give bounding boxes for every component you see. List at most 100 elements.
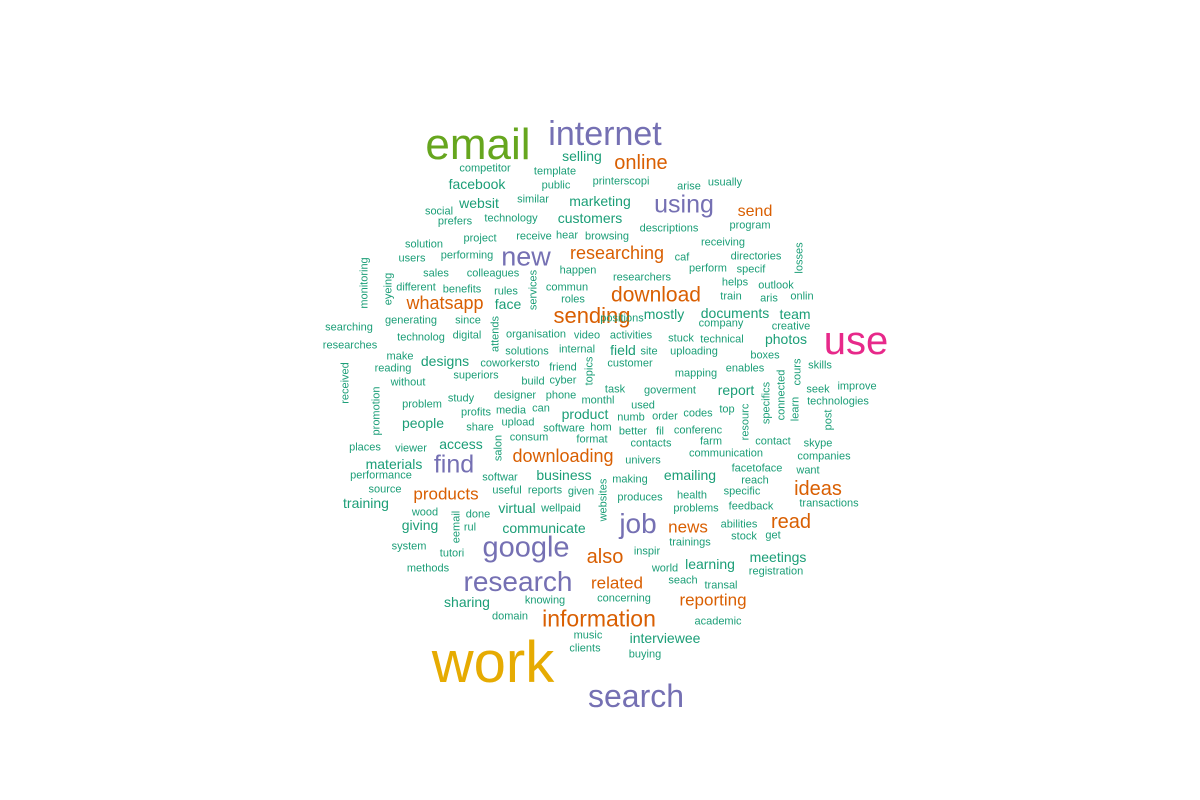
cloud-word-transactions: transactions xyxy=(799,497,859,510)
cloud-word-customers: customers xyxy=(557,210,623,226)
cloud-word-search: search xyxy=(587,678,685,714)
cloud-word-directories: directories xyxy=(730,250,782,263)
cloud-word-business: business xyxy=(536,467,592,483)
cloud-word-places: places xyxy=(349,441,381,454)
cloud-word-technical: technical xyxy=(700,333,744,346)
cloud-word-digital: digital xyxy=(452,329,482,342)
cloud-word-photos: photos xyxy=(764,331,808,347)
cloud-word-academic: academic xyxy=(694,615,742,628)
cloud-word-different: different xyxy=(396,281,436,294)
cloud-word-specifics: specifics xyxy=(760,381,773,425)
cloud-word-template: template xyxy=(533,165,577,178)
cloud-word-trainings: trainings xyxy=(669,536,711,549)
cloud-word-descriptions: descriptions xyxy=(639,222,699,235)
cloud-word-researches: researches xyxy=(322,339,378,352)
cloud-word-coworkersto: coworkersto xyxy=(480,357,540,370)
cloud-word-skills: skills xyxy=(808,359,832,372)
cloud-word-order: order xyxy=(652,410,678,423)
cloud-word-benefits: benefits xyxy=(442,283,482,296)
cloud-word-job: job xyxy=(619,508,657,539)
cloud-word-facetoface: facetoface xyxy=(731,462,783,475)
cloud-word-useful: useful xyxy=(492,484,522,497)
cloud-word-aris: aris xyxy=(760,292,778,305)
cloud-word-numb: numb xyxy=(617,411,645,424)
cloud-word-given: given xyxy=(567,485,595,498)
cloud-word-email: email xyxy=(425,120,531,169)
cloud-word-task: task xyxy=(604,383,626,396)
cloud-word-positions: positions xyxy=(600,312,644,325)
cloud-word-generating: generating xyxy=(385,314,437,327)
cloud-word-face: face xyxy=(494,296,522,312)
cloud-word-creative: creative xyxy=(771,320,811,333)
cloud-word-printerscopi: printerscopi xyxy=(592,175,650,188)
cloud-word-profits: profits xyxy=(461,406,491,419)
cloud-word-companies: companies xyxy=(797,450,851,463)
cloud-word-specific: specific xyxy=(723,485,761,498)
cloud-word-domain: domain xyxy=(491,610,529,623)
cloud-word-since: since xyxy=(455,314,481,327)
cloud-word-software: software xyxy=(543,422,585,435)
cloud-word-friend: friend xyxy=(549,361,577,374)
cloud-word-conferenc: conferenc xyxy=(673,424,723,437)
cloud-word-use: use xyxy=(823,319,889,363)
cloud-word-services: services xyxy=(527,269,540,311)
cloud-word-without: without xyxy=(390,376,426,389)
cloud-word-format: format xyxy=(576,433,608,446)
cloud-word-skype: skype xyxy=(803,437,833,450)
cloud-word-online: online xyxy=(614,152,668,174)
cloud-word-tutori: tutori xyxy=(439,547,465,560)
cloud-word-buying: buying xyxy=(628,648,662,661)
cloud-word-arise: arise xyxy=(677,180,701,193)
cloud-word-product: product xyxy=(561,406,609,422)
cloud-word-documents: documents xyxy=(700,305,770,321)
cloud-word-information: information xyxy=(542,605,656,632)
cloud-word-usually: usually xyxy=(707,176,743,189)
cloud-word-researchers: researchers xyxy=(612,271,672,284)
cloud-word-site: site xyxy=(640,345,658,358)
cloud-word-monitoring: monitoring xyxy=(358,257,371,309)
cloud-word-selling: selling xyxy=(562,148,602,164)
cloud-word-virtual: virtual xyxy=(498,500,536,516)
cloud-word-receiving: receiving xyxy=(700,236,746,249)
cloud-word-transal: transal xyxy=(704,579,738,592)
cloud-word-making: making xyxy=(612,473,648,486)
cloud-word-products: products xyxy=(413,484,479,504)
cloud-word-resourc: resourc xyxy=(739,403,752,441)
cloud-word-outlook: outlook xyxy=(758,279,794,292)
cloud-word-reading: reading xyxy=(374,362,412,375)
cloud-word-field: field xyxy=(610,342,636,358)
cloud-word-access: access xyxy=(439,436,483,452)
cloud-word-viewer: viewer xyxy=(395,442,427,455)
cloud-word-websites: websites xyxy=(597,478,610,522)
cloud-word-using: using xyxy=(654,190,714,219)
cloud-word-health: health xyxy=(677,489,707,502)
cloud-word-top: top xyxy=(719,403,735,416)
cloud-word-reports: reports xyxy=(527,484,563,497)
cloud-word-colleagues: colleagues xyxy=(466,267,520,280)
cloud-word-eyeing: eyeing xyxy=(382,272,395,306)
cloud-word-abilities: abilities xyxy=(720,518,758,531)
cloud-word-downloading: downloading xyxy=(512,446,614,466)
cloud-word-communicate: communicate xyxy=(502,520,586,536)
cloud-word-training: training xyxy=(343,495,389,511)
cloud-word-inspir: inspir xyxy=(633,545,661,558)
cloud-word-solutions: solutions xyxy=(505,345,549,358)
cloud-word-softwar: softwar xyxy=(482,471,518,484)
cloud-word-google: google xyxy=(482,531,570,564)
cloud-word-used: used xyxy=(631,399,655,412)
cloud-word-caf: caf xyxy=(674,251,690,264)
cloud-word-media: media xyxy=(496,404,526,417)
cloud-word-consum: consum xyxy=(509,431,549,444)
cloud-word-report: report xyxy=(717,382,755,398)
cloud-word-designer: designer xyxy=(493,389,537,402)
cloud-word-produces: produces xyxy=(617,491,663,504)
cloud-word-facebook: facebook xyxy=(448,176,506,192)
cloud-word-monthl: monthl xyxy=(581,394,615,407)
cloud-word-uploading: uploading xyxy=(670,345,718,358)
cloud-word-news: news xyxy=(668,517,708,537)
cloud-word-superiors: superiors xyxy=(453,369,499,382)
cloud-word-related: related xyxy=(591,573,643,593)
cloud-word-attends: attends xyxy=(489,315,502,353)
cloud-word-download: download xyxy=(611,283,701,307)
